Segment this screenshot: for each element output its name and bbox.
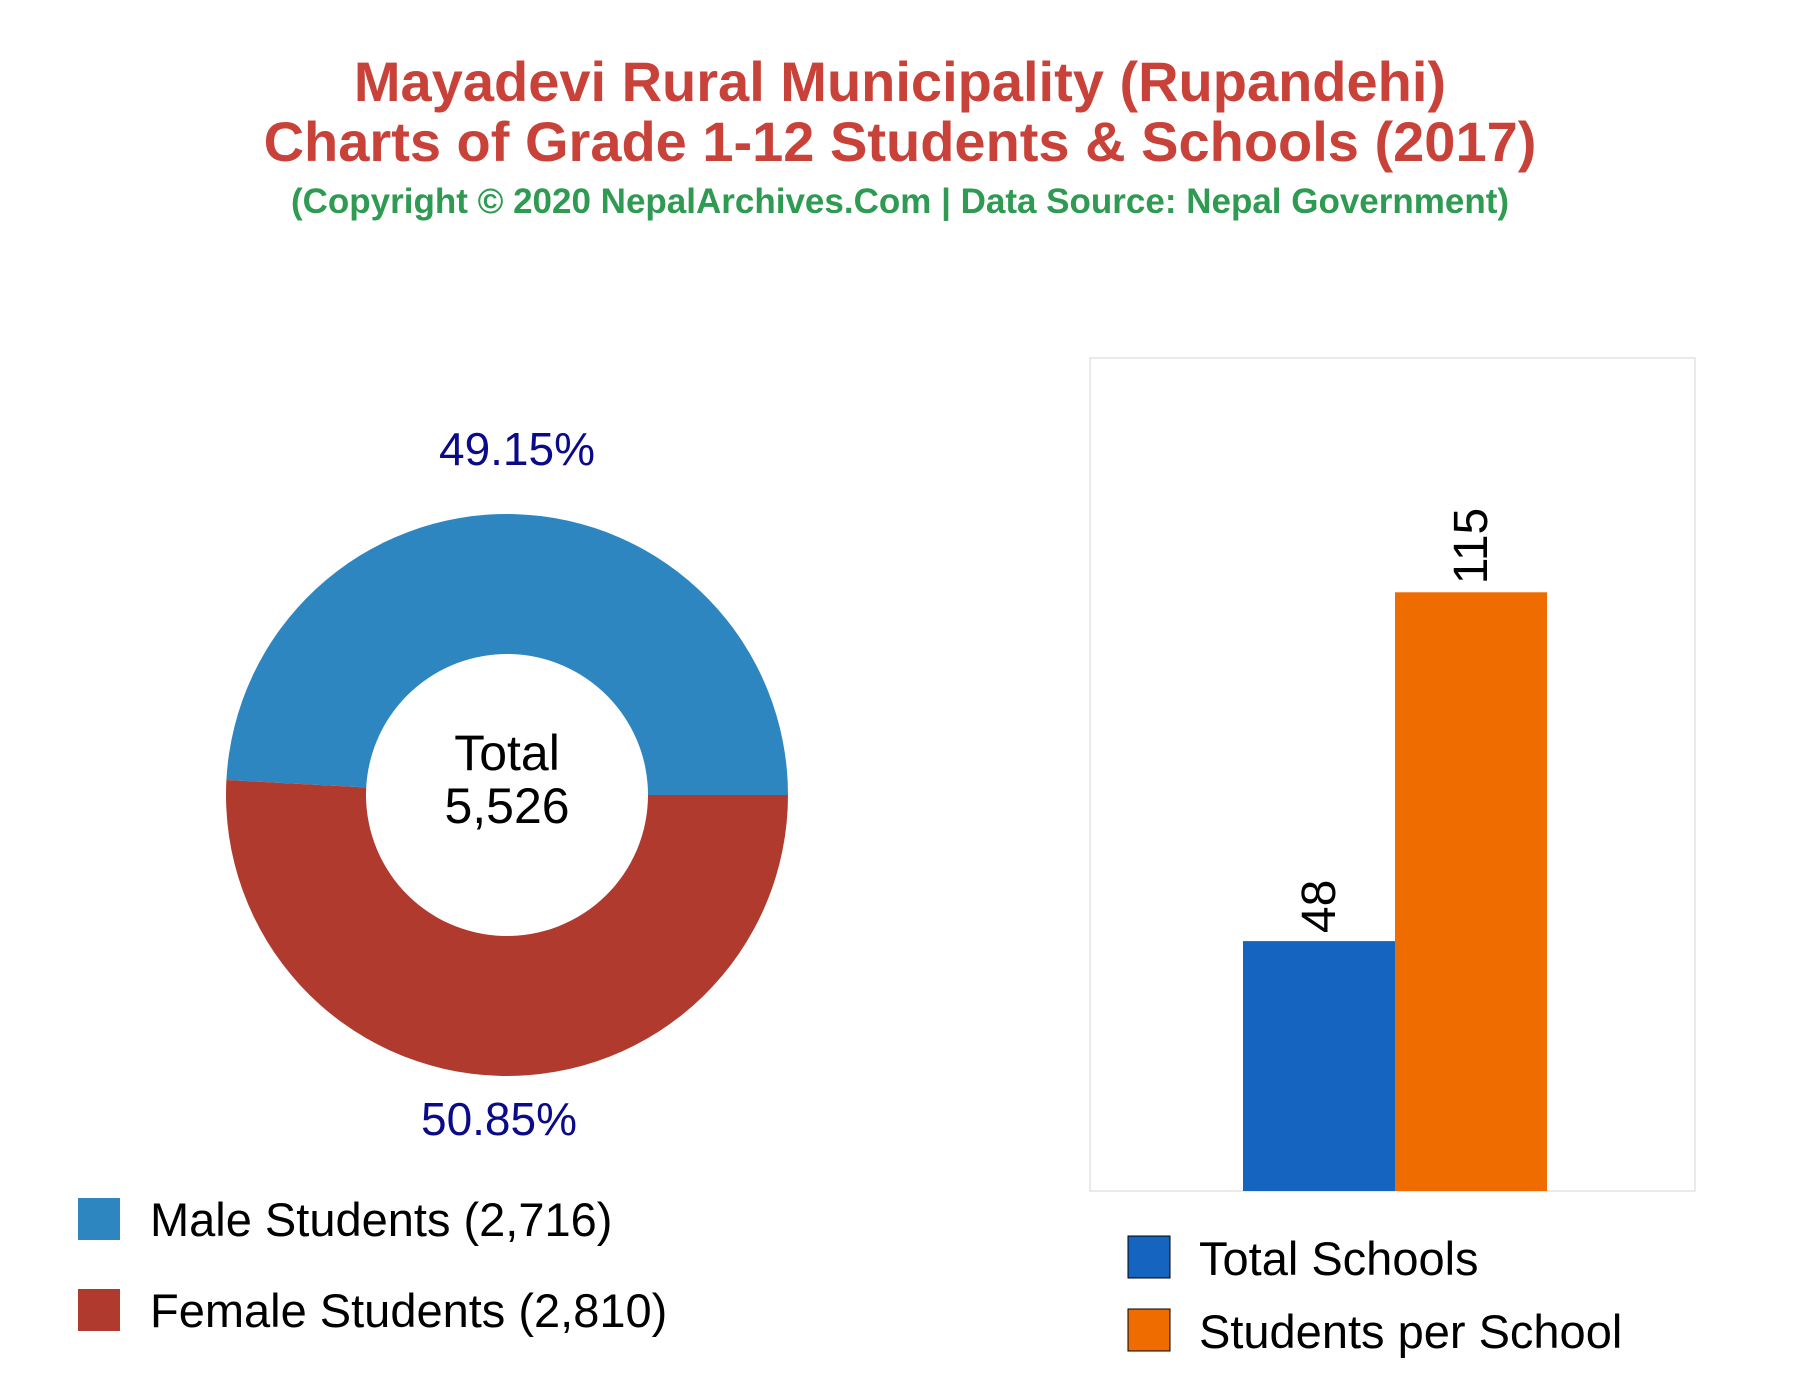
legend-swatch-female [78, 1289, 120, 1331]
donut-slice-male [226, 513, 789, 795]
bar-marks: 48 115 [1243, 508, 1547, 1191]
donut-center-value: 5,526 [444, 778, 569, 834]
donut-slices [226, 513, 789, 1076]
legend-swatch-male [78, 1198, 120, 1240]
male-percent-label: 49.15% [439, 423, 595, 475]
chart-title-line-2: Charts of Grade 1-12 Students & Schools … [263, 110, 1537, 173]
legend-label-male: Male Students (2,716) [150, 1193, 612, 1246]
chart-title-line-1: Mayadevi Rural Municipality (Rupandehi) [353, 50, 1447, 113]
bar-chart: 48 115 [1089, 357, 1696, 1192]
bar-legend: Total Schools Students per School [1127, 1232, 1622, 1358]
legend-swatch-students-per-school [1127, 1308, 1171, 1352]
chart-header: Mayadevi Rural Municipality (Rupandehi) … [0, 52, 1800, 224]
donut-slice-female [226, 779, 788, 1076]
bar-total-schools [1243, 941, 1395, 1191]
legend-label-female: Female Students (2,810) [150, 1284, 667, 1337]
legend-label-total-schools: Total Schools [1199, 1232, 1479, 1285]
donut-center-label: Total [454, 725, 560, 781]
donut-chart: Total 5,526 49.15% 50.85% [226, 423, 789, 1145]
pie-legend: Male Students (2,716) Female Students (2… [78, 1193, 667, 1337]
chart-subtitle: (Copyright © 2020 NepalArchives.Com | Da… [290, 182, 1510, 221]
legend-swatch-total-schools [1127, 1235, 1171, 1279]
bar-value-label: 115 [1445, 508, 1498, 585]
legend-label-students-per-school: Students per School [1199, 1305, 1622, 1358]
female-percent-label: 50.85% [421, 1093, 577, 1145]
bar-students-per-school [1395, 592, 1547, 1191]
bar-value-label: 48 [1293, 880, 1346, 933]
